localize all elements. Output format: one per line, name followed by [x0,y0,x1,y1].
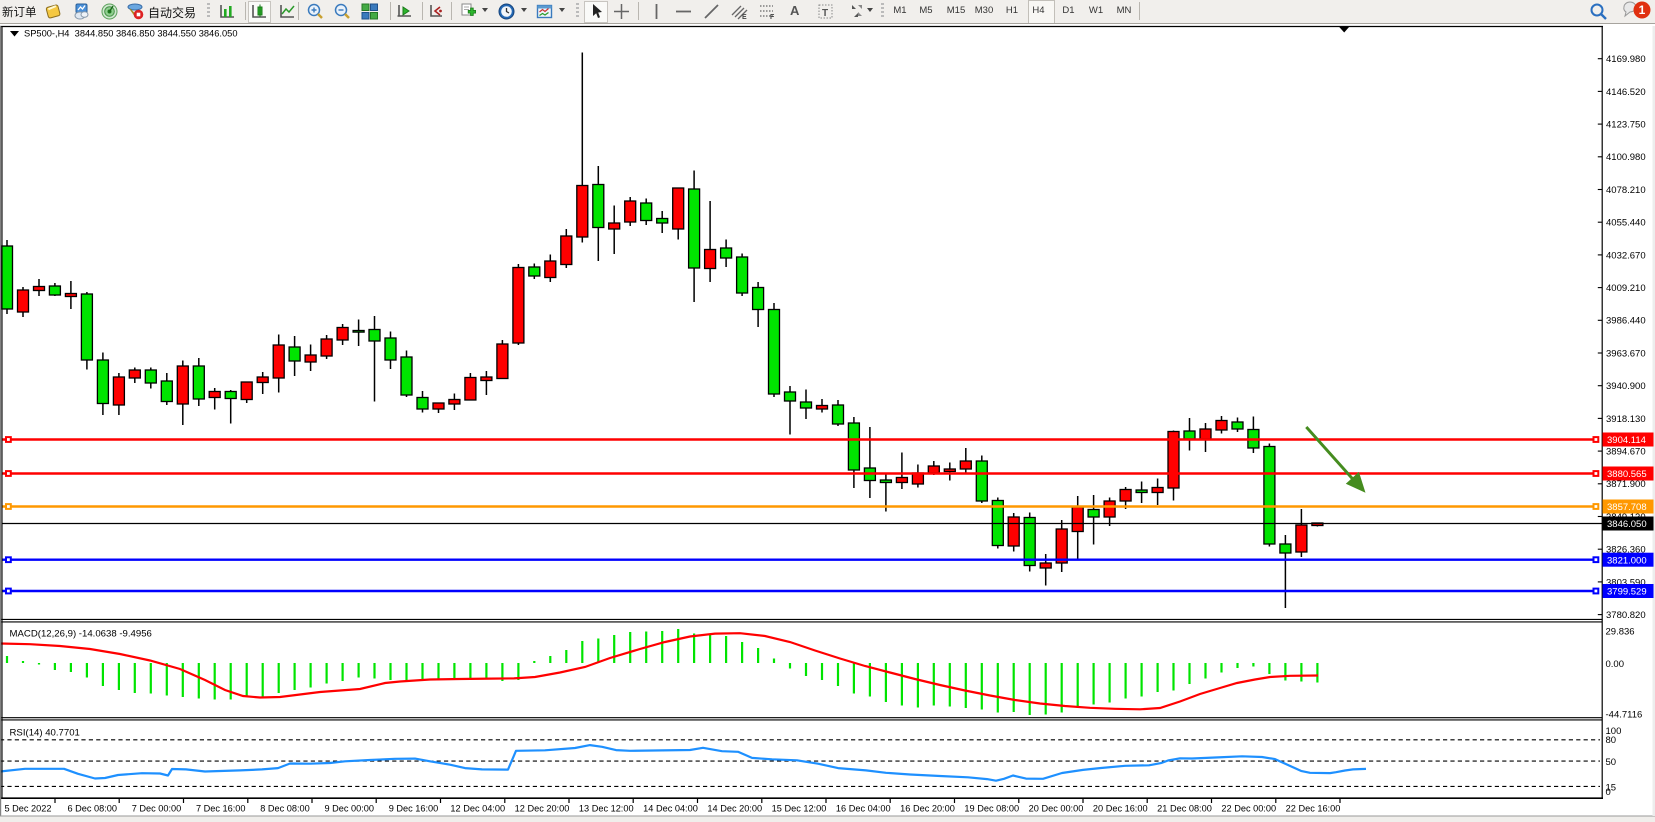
svg-text:4100.980: 4100.980 [1606,152,1646,163]
svg-text:22 Dec 00:00: 22 Dec 00:00 [1221,804,1276,814]
svg-text:14 Dec 20:00: 14 Dec 20:00 [707,804,762,814]
svg-text:4078.210: 4078.210 [1606,185,1646,196]
svg-text:3780.820: 3780.820 [1606,610,1646,621]
svg-text:3857.708: 3857.708 [1607,502,1647,513]
svg-text:4009.210: 4009.210 [1606,283,1646,294]
svg-text:RSI(14) 40.7701: RSI(14) 40.7701 [10,728,80,739]
svg-text:12 Dec 04:00: 12 Dec 04:00 [450,804,505,814]
svg-text:29.836: 29.836 [1606,627,1635,638]
svg-text:3880.565: 3880.565 [1607,469,1647,480]
svg-text:3826.360: 3826.360 [1606,545,1646,556]
svg-text:7 Dec 16:00: 7 Dec 16:00 [196,804,246,814]
svg-text:T: T [822,8,828,19]
svg-text:12 Dec 20:00: 12 Dec 20:00 [515,804,570,814]
svg-text:3918.130: 3918.130 [1606,414,1646,425]
svg-text:0: 0 [1606,787,1611,798]
svg-text:15: 15 [1606,782,1617,793]
svg-text:13 Dec 12:00: 13 Dec 12:00 [579,804,634,814]
svg-text:21 Dec 08:00: 21 Dec 08:00 [1157,804,1212,814]
svg-text:50: 50 [1606,757,1617,768]
svg-text:4032.670: 4032.670 [1606,250,1646,261]
svg-text:-44.7116: -44.7116 [1606,710,1643,721]
svg-text:3986.440: 3986.440 [1606,316,1646,327]
svg-text:100: 100 [1606,726,1622,737]
svg-text:SP500-,H4 3844.850 3846.850 3: SP500-,H4 3844.850 3846.850 3844.550 384… [24,29,238,39]
svg-text:0.00: 0.00 [1606,659,1625,670]
svg-text:20 Dec 00:00: 20 Dec 00:00 [1029,804,1084,814]
svg-text:3894.670: 3894.670 [1606,447,1646,458]
svg-text:22 Dec 16:00: 22 Dec 16:00 [1286,804,1341,814]
svg-text:9 Dec 00:00: 9 Dec 00:00 [324,804,374,814]
svg-text:3821.000: 3821.000 [1607,555,1647,566]
svg-text:80: 80 [1606,735,1617,746]
svg-text:4169.980: 4169.980 [1606,54,1646,65]
svg-text:16 Dec 04:00: 16 Dec 04:00 [836,804,891,814]
svg-text:15 Dec 12:00: 15 Dec 12:00 [772,804,827,814]
svg-text:3799.529: 3799.529 [1607,587,1647,598]
svg-text:1: 1 [1639,3,1646,17]
svg-text:3871.900: 3871.900 [1606,479,1646,490]
svg-text:6 Dec 08:00: 6 Dec 08:00 [67,804,117,814]
svg-text:3963.670: 3963.670 [1606,348,1646,359]
svg-text:3904.114: 3904.114 [1607,435,1646,446]
svg-text:4055.440: 4055.440 [1606,218,1646,229]
svg-text:8 Dec 08:00: 8 Dec 08:00 [260,804,310,814]
svg-text:E: E [742,14,747,20]
svg-text:3846.050: 3846.050 [1607,519,1647,530]
svg-text:7 Dec 00:00: 7 Dec 00:00 [132,804,182,814]
svg-text:MACD(12,26,9) -14.0638 -9.4956: MACD(12,26,9) -14.0638 -9.4956 [10,629,152,640]
svg-text:3803.590: 3803.590 [1606,577,1646,588]
svg-text:5 Dec 2022: 5 Dec 2022 [5,804,52,814]
svg-text:3940.900: 3940.900 [1606,381,1646,392]
svg-text:16 Dec 20:00: 16 Dec 20:00 [900,804,955,814]
svg-text:14 Dec 04:00: 14 Dec 04:00 [643,804,698,814]
svg-text:19 Dec 08:00: 19 Dec 08:00 [964,804,1019,814]
svg-text:4123.750: 4123.750 [1606,120,1646,131]
svg-text:9 Dec 16:00: 9 Dec 16:00 [389,804,439,814]
svg-text:4146.520: 4146.520 [1606,87,1646,98]
svg-text:20 Dec 16:00: 20 Dec 16:00 [1093,804,1148,814]
svg-text:F: F [770,14,775,20]
